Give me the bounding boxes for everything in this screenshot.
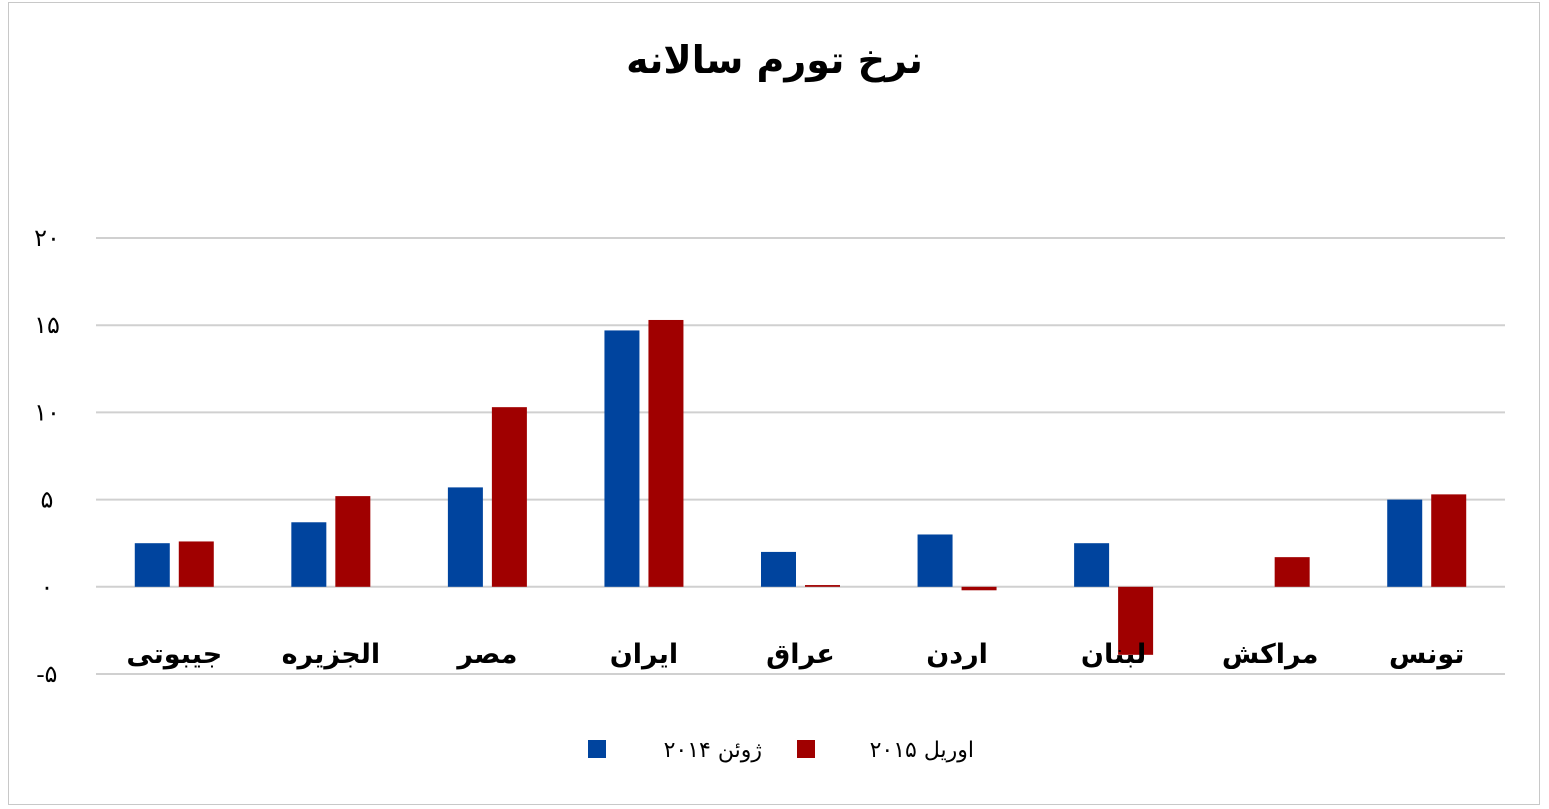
bar-series-1-1 xyxy=(134,543,170,587)
bar-series-2-9 xyxy=(1431,494,1467,587)
legend-swatch-1 xyxy=(588,740,606,758)
x-category-label: الجزیره xyxy=(282,639,381,670)
bar-series-2-2 xyxy=(335,496,371,587)
x-category-label: تونس xyxy=(1389,639,1464,670)
bar-series-1-4 xyxy=(604,330,640,587)
x-category-label: عراق xyxy=(766,639,835,670)
y-tick-label: ۵ xyxy=(41,488,54,514)
bar-series-2-3 xyxy=(491,407,527,587)
y-tick-label: -۵ xyxy=(37,662,58,688)
bar-series-1-9 xyxy=(1387,499,1423,587)
x-category-label: جیبوتی xyxy=(126,639,222,670)
y-tick-label: ۱۰ xyxy=(34,400,60,426)
y-tick-label: ۱۵ xyxy=(34,313,60,339)
bar-series-2-6 xyxy=(961,586,997,591)
x-category-label: ایران xyxy=(610,639,679,670)
bar-series-2-4 xyxy=(648,319,684,587)
legend-label-2: اوریل ۲۰۱۵ xyxy=(870,738,974,763)
chart-title: نرخ تورم سالانه xyxy=(626,38,923,82)
x-axis-categories: جیبوتی الجزیره مصر ایران عراق اردن لبنان مراکش ت… xyxy=(126,639,1464,670)
bar-series-1-7 xyxy=(1074,543,1110,587)
bar-series-2-8 xyxy=(1274,557,1310,587)
x-category-label: اردن xyxy=(926,639,988,670)
legend-swatch-2 xyxy=(797,740,815,758)
bar-series-2-1 xyxy=(178,541,214,587)
y-axis-ticks: -۵ ۰ ۵ ۱۰ ۱۵ ۲۰ xyxy=(34,226,60,688)
bar-series-2-7 xyxy=(1118,586,1154,655)
gridlines xyxy=(96,237,1505,675)
bars xyxy=(134,319,1467,655)
legend: ژوئن ۲۰۱۴ اوریل ۲۰۱۵ xyxy=(588,738,974,763)
legend-label-1: ژوئن ۲۰۱۴ xyxy=(664,738,762,763)
y-tick-label: ۰ xyxy=(41,575,54,601)
bar-series-2-5 xyxy=(805,585,840,587)
x-category-label: مراکش xyxy=(1222,639,1319,670)
bar-series-1-5 xyxy=(761,551,796,587)
chart-frame xyxy=(8,2,1540,805)
x-category-label: مصر xyxy=(455,639,517,670)
bar-series-1-6 xyxy=(917,534,953,587)
bar-series-1-2 xyxy=(291,522,327,587)
x-category-label: لبنان xyxy=(1081,639,1146,670)
y-tick-label: ۲۰ xyxy=(34,226,60,252)
bar-series-1-3 xyxy=(447,487,483,587)
